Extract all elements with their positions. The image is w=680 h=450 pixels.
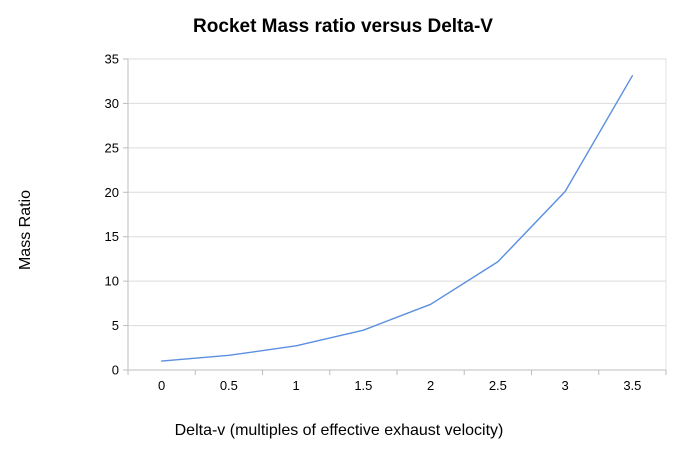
series-line bbox=[160, 75, 634, 362]
y-tick-label: 15 bbox=[105, 229, 119, 244]
chart-title: Rocket Mass ratio versus Delta-V bbox=[193, 16, 493, 37]
y-tick-label: 30 bbox=[105, 96, 119, 111]
x-tick-label: 0 bbox=[158, 378, 165, 393]
y-tick-labels: 0 5 10 15 20 25 30 35 bbox=[105, 52, 119, 378]
x-axis-label: Delta-v (multiples of effective exhaust … bbox=[175, 422, 504, 439]
x-tick-label: 1.5 bbox=[354, 378, 372, 393]
y-axis-label: Mass Ratio bbox=[17, 190, 34, 270]
gridlines bbox=[127, 58, 667, 371]
x-tick-labels: 0 0.5 1 1.5 2 2.5 3 3.5 bbox=[158, 378, 641, 393]
x-tick-label: 1 bbox=[293, 378, 300, 393]
y-tick-label: 10 bbox=[105, 274, 119, 289]
y-tick-label: 5 bbox=[112, 318, 119, 333]
y-tick-label: 35 bbox=[105, 52, 119, 67]
x-tick-label: 3.5 bbox=[623, 378, 641, 393]
x-tick-label: 3 bbox=[562, 378, 569, 393]
x-tick-label: 0.5 bbox=[220, 378, 238, 393]
x-tick-label: 2.5 bbox=[489, 378, 507, 393]
plot-area bbox=[127, 58, 667, 371]
y-tick-label: 0 bbox=[112, 363, 119, 378]
y-tick-label: 25 bbox=[105, 140, 119, 155]
series bbox=[160, 75, 634, 362]
x-tick-label: 2 bbox=[427, 378, 434, 393]
axes bbox=[123, 58, 667, 375]
y-tick-label: 20 bbox=[105, 185, 119, 200]
